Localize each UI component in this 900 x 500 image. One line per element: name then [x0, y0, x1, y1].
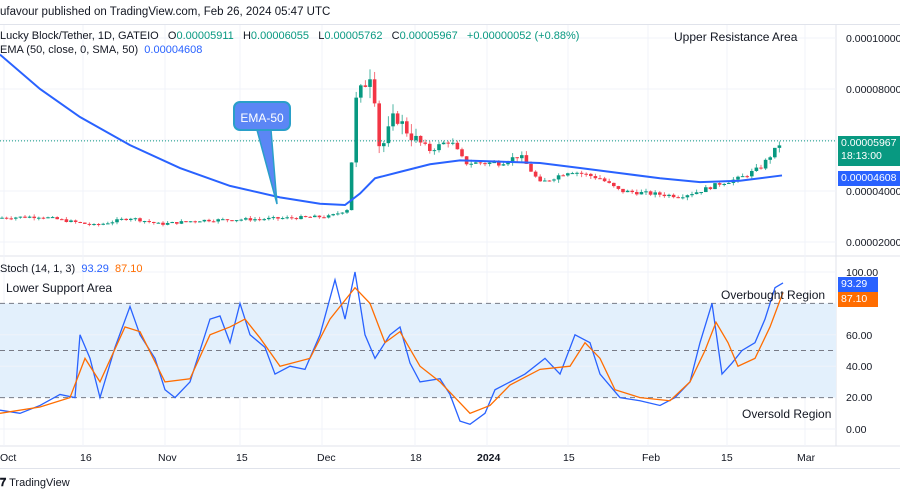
close-label: C: [391, 30, 400, 42]
ema-label[interactable]: EMA (50, close, 0, SMA, 50): [0, 44, 139, 56]
time-label: 2024: [477, 452, 501, 464]
last-price-value: 0.00005967: [841, 137, 897, 149]
low-value: 0.00005762: [324, 30, 383, 42]
upper-resistance-annotation: Upper Resistance Area: [674, 30, 798, 44]
footer-divider: [0, 468, 900, 469]
time-label: 15: [721, 452, 733, 464]
change-value: +0.00000052 (+0.88%): [466, 30, 580, 42]
ema-callout: EMA-50: [233, 101, 291, 131]
stoch-tick: 0.00: [846, 424, 867, 436]
ema-value: 0.00004608: [144, 44, 203, 56]
stoch-d-tag: 87.10: [838, 292, 878, 307]
bar-countdown: 18:13:00: [841, 150, 882, 162]
header-divider: [0, 24, 900, 25]
time-label: Mar: [797, 452, 816, 464]
stoch-label[interactable]: Stoch (14, 1, 3): [0, 263, 76, 275]
stoch-tick: 100.00: [846, 267, 879, 279]
close-value: 0.00005967: [399, 30, 458, 42]
stoch-tick: 40.00: [846, 361, 873, 373]
high-value: 0.00006055: [250, 30, 310, 42]
symbol-legend: Lucky Block/Tether, 1D, GATEIO O0.000059…: [0, 30, 579, 42]
time-label: Feb: [642, 452, 661, 464]
chart-canvas[interactable]: [0, 0, 900, 470]
ema-price-tag: 0.00004608: [838, 171, 900, 186]
time-label: 15: [563, 452, 575, 464]
time-label: Dec: [317, 452, 336, 464]
stoch-legend: Stoch (14, 1, 3) 93.29 87.10: [0, 263, 143, 275]
oversold-annotation: Oversold Region: [742, 407, 832, 421]
high-label: H: [242, 30, 251, 42]
time-label: 16: [80, 452, 92, 464]
time-label: Oct: [0, 452, 17, 464]
overbought-annotation: Overbought Region: [721, 288, 826, 302]
time-label: 18: [410, 452, 422, 464]
stoch-d-value: 87.10: [115, 263, 143, 275]
time-label: Nov: [158, 452, 177, 464]
brand-name: TradingView: [9, 477, 70, 489]
time-label: 15: [236, 452, 248, 464]
ema-legend: EMA (50, close, 0, SMA, 50) 0.00004608: [0, 44, 202, 56]
stoch-tick: 60.00: [846, 330, 873, 342]
price-tick: 0.00010000: [846, 33, 900, 45]
price-tick: 0.00002000: [846, 237, 900, 249]
low-label: L: [318, 30, 325, 42]
stoch-tick: 20.00: [846, 392, 873, 404]
price-tick: 0.00008000: [846, 84, 900, 96]
stoch-k-value: 93.29: [81, 263, 109, 275]
publisher-line: ufavour published on TradingView.com, Fe…: [0, 6, 331, 18]
tradingview-logo[interactable]: 𝟕 TradingView: [0, 477, 70, 490]
tv-logo-icon: 𝟕: [0, 477, 7, 489]
open-value: 0.00005911: [176, 30, 234, 42]
lower-support-annotation: Lower Support Area: [6, 281, 113, 295]
symbol-name[interactable]: Lucky Block/Tether, 1D, GATEIO: [0, 30, 159, 42]
last-price-tag: 0.00005967 18:13:00: [838, 136, 900, 166]
stoch-k-tag: 93.29: [838, 277, 878, 292]
open-label: O: [167, 30, 177, 42]
price-tick: 0.00004000: [846, 186, 900, 198]
